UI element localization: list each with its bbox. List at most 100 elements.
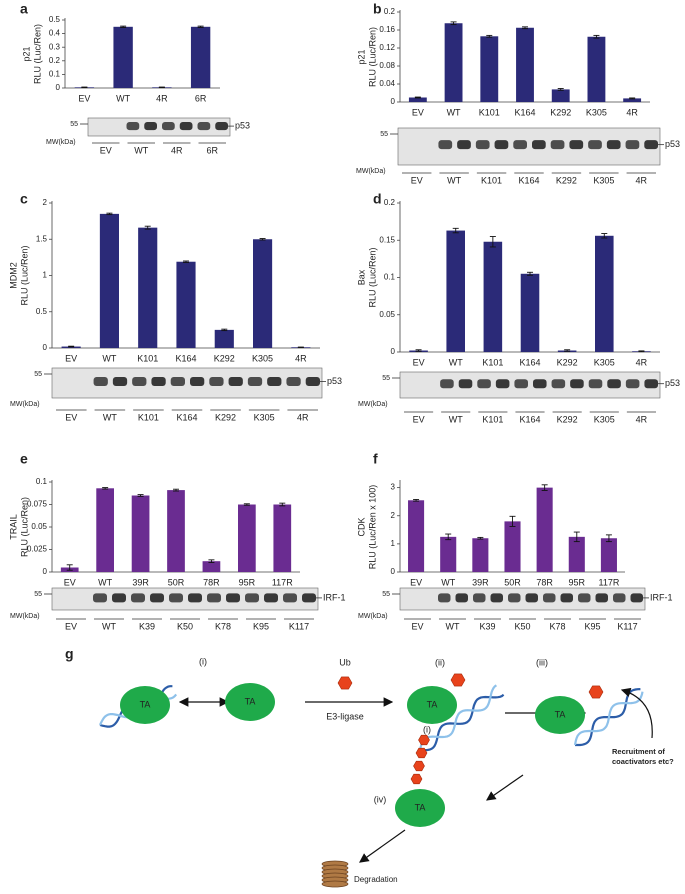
x-tick-label: 4R [156,93,168,103]
y-tick-label: 0.04 [379,79,395,88]
arrow [359,829,406,863]
error-bar [414,96,421,99]
x-tick-label: EV [64,577,76,587]
transactivator [225,683,275,721]
blot-band [112,377,128,386]
y-axis-label: RLU (Luc/Ren) [19,245,29,305]
bar [214,329,234,348]
blot-band [532,140,546,150]
lane-label: K117 [289,621,309,631]
blot-band [245,593,259,603]
y-axis-label: RLU (Luc/Ren x 100) [367,485,377,570]
blot-band [169,593,183,603]
blot-band [226,593,240,603]
blot-band [607,379,621,389]
error-bar [66,564,73,571]
blot-band [132,377,147,386]
error-bar [573,531,580,543]
y-tick-label: 2 [391,511,396,520]
bar [138,227,158,348]
blot-band [302,593,316,603]
x-tick-label: K292 [557,357,578,367]
x-tick-label: EV [65,353,77,363]
y-tick-label: 0 [391,97,396,106]
protein-label: p53 [235,120,250,130]
error-bar [221,328,228,332]
y-tick-label: 0.16 [379,25,395,34]
error-bar [527,271,533,276]
y-tick-label: 0.5 [49,15,61,24]
blot-band [188,593,202,603]
x-tick-label: EV [413,357,425,367]
lane-label: EV [65,621,77,631]
blot-band [613,593,626,603]
error-bar [445,533,452,541]
blot-band [190,377,205,386]
blot-band [126,122,140,131]
y-tick-label: 0 [43,567,48,576]
step-label: (i) [423,724,431,734]
bar [536,487,553,572]
ubiquitin [418,734,430,746]
y-tick-label: 0.025 [27,545,48,554]
blot-band [475,140,490,150]
blot-band [438,140,453,150]
blot-band [144,122,157,131]
lane-label: K117 [617,621,637,631]
protein-label: p53 [665,139,680,149]
lane-label: K305 [594,414,615,424]
blot-band [264,593,278,603]
ubiquitin [415,747,428,759]
blot-band [560,593,573,603]
x-tick-label: 117R [272,577,293,587]
x-tick-label: 4R [636,357,648,367]
bar [551,89,570,102]
lane-label: K95 [584,621,600,631]
error-bar [605,534,612,543]
ubiquitin [413,760,425,772]
x-tick-label: 4R [626,107,638,117]
ubiquitin [337,676,353,690]
error-bar [137,494,144,497]
bar [131,495,150,572]
x-tick-label: K305 [586,107,607,117]
y-tick-label: 0.4 [49,29,61,38]
bar [96,488,114,572]
error-bar [197,25,204,28]
blot-band [93,593,107,603]
protein-label: p53 [327,376,342,386]
bar [446,230,465,352]
lane-label: 4R [636,414,648,424]
ta-label: TA [427,699,438,709]
marker-label: 55 [34,371,42,378]
lane-label: K101 [482,414,503,424]
blot-background [399,587,646,611]
error-bar [509,515,516,527]
x-tick-label: K101 [482,357,503,367]
x-tick-label: K164 [514,107,535,117]
step-label: (ii) [435,657,445,667]
y-axis-label: RLU (Luc/Ren) [32,24,42,84]
curved-arrow [620,687,653,739]
blot-band [209,377,224,386]
y-tick-label: 1 [43,271,48,280]
bar [273,504,292,572]
ub-label: Ub [339,657,351,667]
blot-band [550,140,565,150]
bar [408,97,427,102]
blot-band [588,379,603,389]
marker-label: 55 [70,121,78,128]
dna-strand [418,684,498,751]
x-tick-label: K292 [214,353,235,363]
lane-label: K39 [139,621,155,631]
y-tick-label: 0 [391,567,396,576]
transactivator [535,696,585,734]
error-bar [601,233,608,239]
blot-band [458,379,473,389]
lane-label: EV [65,412,77,422]
error-bar [259,238,266,241]
lane-label: WT [102,621,116,631]
blot-band [625,140,640,150]
lane-label: EV [411,175,423,185]
